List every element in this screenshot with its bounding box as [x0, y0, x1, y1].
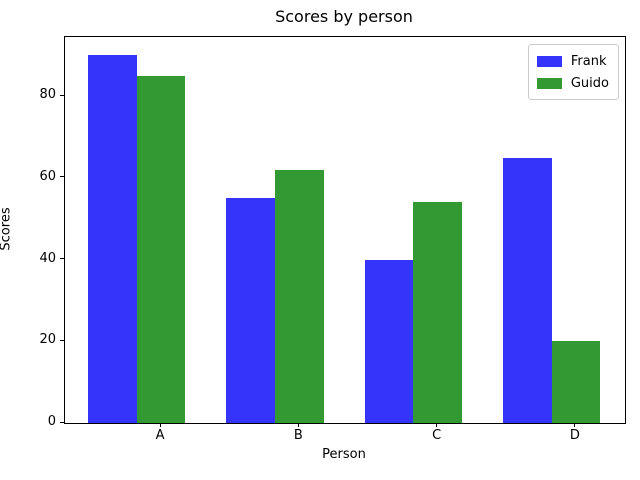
y-tick-mark — [60, 176, 64, 178]
bar-guido-c — [413, 202, 462, 423]
x-tick-mark — [574, 423, 576, 427]
x-tick-label-c: C — [432, 428, 442, 443]
legend-label-guido: Guido — [570, 75, 609, 91]
x-tick-label-b: B — [293, 428, 303, 443]
y-tick-label: 80 — [39, 87, 56, 103]
x-tick-mark — [297, 423, 299, 427]
y-tick-label: 60 — [39, 168, 56, 184]
legend-swatch-guido — [536, 77, 562, 89]
x-axis-label: Person — [322, 447, 366, 462]
bar-frank-a — [88, 55, 137, 423]
y-tick-label: 0 — [47, 414, 56, 429]
y-axis-label: Scores — [0, 207, 14, 251]
x-tick-label-a: A — [155, 428, 165, 443]
bar-guido-d — [551, 341, 601, 423]
bar-guido-a — [136, 75, 186, 423]
y-tick-mark — [60, 339, 64, 341]
plot-area: Frank Guido — [64, 36, 626, 424]
bar-frank-d — [502, 157, 552, 423]
legend-row-guido: Guido — [536, 72, 609, 94]
x-tick-mark — [436, 423, 438, 427]
legend-row-frank: Frank — [536, 50, 609, 72]
y-tick-mark — [60, 94, 64, 96]
bar-guido-b — [275, 169, 324, 423]
y-tick-mark — [60, 258, 64, 260]
legend: Frank Guido — [527, 44, 619, 100]
x-tick-label-d: D — [569, 428, 580, 443]
bar-frank-c — [364, 259, 414, 423]
y-tick-label: 20 — [39, 332, 56, 348]
legend-swatch-frank — [536, 55, 562, 67]
bar-frank-b — [226, 198, 275, 423]
y-tick-mark — [60, 421, 64, 423]
x-tick-mark — [159, 423, 161, 427]
legend-label-frank: Frank — [570, 53, 607, 69]
y-tick-label: 40 — [39, 250, 56, 266]
chart-title: Scores by person — [275, 7, 413, 26]
